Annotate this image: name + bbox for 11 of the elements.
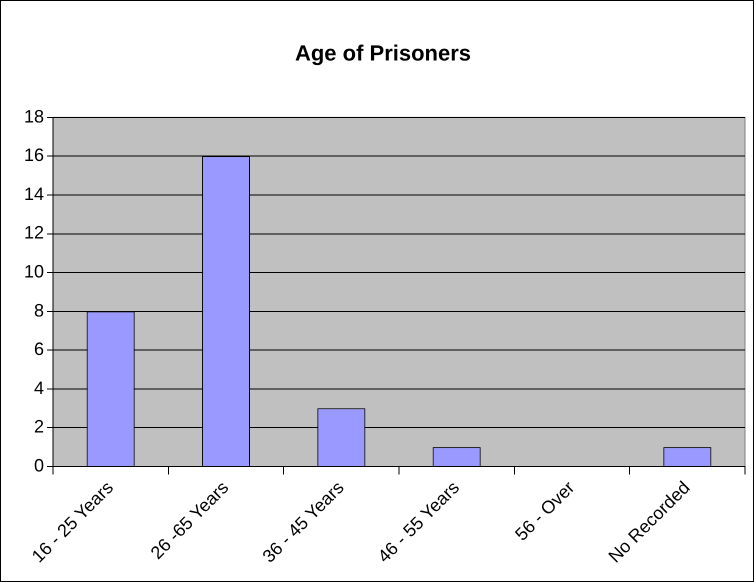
y-tick-label: 10: [24, 262, 44, 282]
y-tick-label: 4: [34, 378, 44, 398]
y-tick-label: 12: [24, 222, 44, 243]
y-tick-label: 14: [24, 184, 44, 204]
y-tick-label: 18: [24, 106, 44, 126]
y-tick-label: 0: [34, 455, 44, 476]
y-tick-label: 16: [24, 145, 44, 166]
y-tick-label: 6: [34, 339, 44, 360]
chart-title: Age of Prisoners: [294, 40, 472, 66]
y-tick-label: 8: [34, 300, 44, 320]
y-tick-label: 2: [34, 416, 44, 437]
